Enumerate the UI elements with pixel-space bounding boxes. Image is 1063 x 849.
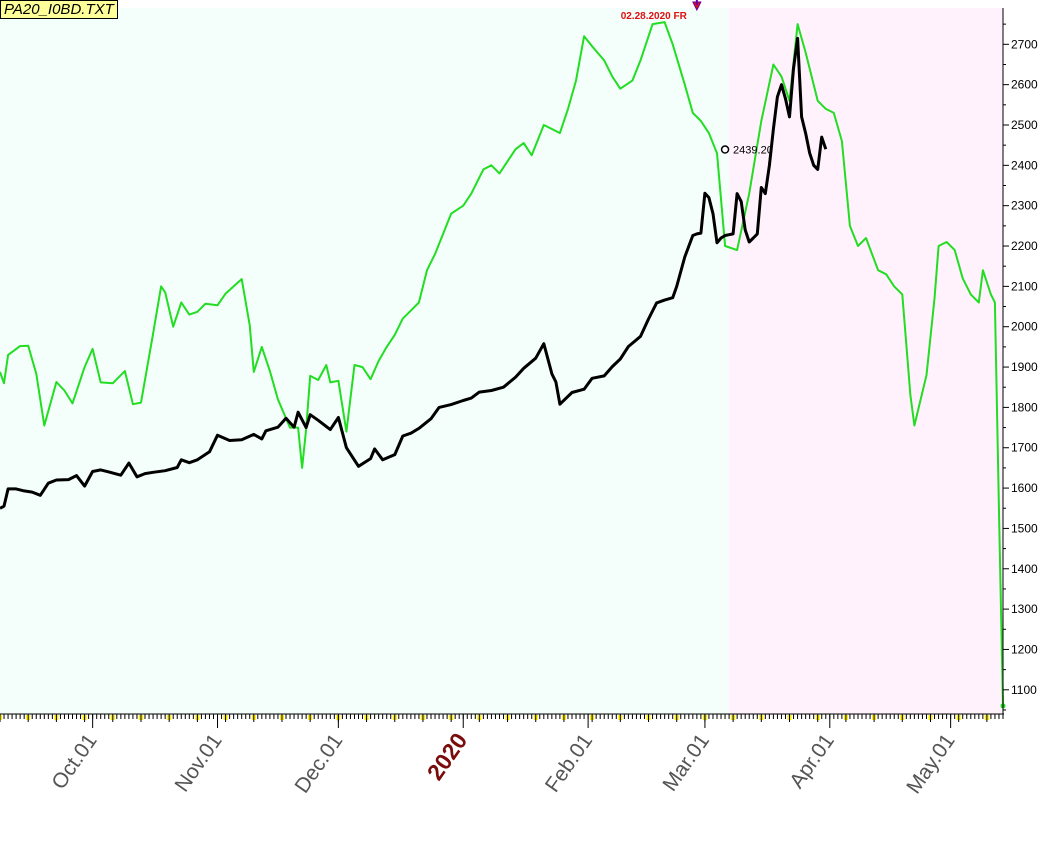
x-tick-label: Nov.01 xyxy=(170,730,226,796)
x-tick-label: Oct.01 xyxy=(47,730,101,794)
series-main-line xyxy=(0,36,828,510)
y-tick-label: 2400 xyxy=(1011,158,1038,172)
y-tick-label: 1100 xyxy=(1011,683,1037,697)
y-tick-label: 1600 xyxy=(1011,481,1038,495)
x-tick-label: Feb.01 xyxy=(541,730,597,797)
x-axis: Oct.01 Nov.01 Dec.01 2020 Feb.01 Mar.01 Apr.01… xyxy=(0,713,1004,798)
y-tick-label: 2500 xyxy=(1011,118,1038,132)
y-tick-label: 1300 xyxy=(1011,602,1038,616)
last-value-label: 2439.20 xyxy=(733,145,773,157)
x-tick-label: Apr.01 xyxy=(785,730,839,793)
y-tick-label: 1200 xyxy=(1011,642,1038,656)
y-tick-label: 1400 xyxy=(1011,562,1038,576)
y-tick-label: 2000 xyxy=(1011,320,1038,334)
y-axis: 1100 1200 1300 1400 1500 1600 1700 1800 1900 2000… xyxy=(1002,8,1038,714)
x-tick-label-year: 2020 xyxy=(422,728,473,785)
forecast-background xyxy=(729,8,1003,714)
y-tick-label: 1800 xyxy=(1011,400,1038,414)
y-tick-label: 1700 xyxy=(1011,441,1038,455)
y-tick-label: 1500 xyxy=(1011,521,1038,535)
series-layer xyxy=(0,21,1006,709)
annotations: 2439.20 02.28.2020 FR xyxy=(621,0,773,157)
y-tick-label: 2200 xyxy=(1011,239,1038,253)
y-tick-label: 2100 xyxy=(1011,279,1038,293)
x-week-marker xyxy=(0,715,2,720)
ticker-label: PA20_I0BD.TXT xyxy=(0,0,118,19)
y-tick-label: 1900 xyxy=(1011,360,1038,374)
x-tick-label: Dec.01 xyxy=(290,730,347,798)
x-tick-label: May.01 xyxy=(902,730,959,798)
y-tick-label: 2600 xyxy=(1011,78,1038,92)
x-tick-label: Mar.01 xyxy=(658,730,714,796)
last-value-marker xyxy=(720,145,730,154)
event-label: 02.28.2020 FR xyxy=(621,11,688,22)
history-background xyxy=(0,8,730,714)
y-tick-label: 2300 xyxy=(1011,199,1038,213)
series-forecast-line xyxy=(0,21,1004,706)
y-tick-label: 2700 xyxy=(1011,37,1038,51)
